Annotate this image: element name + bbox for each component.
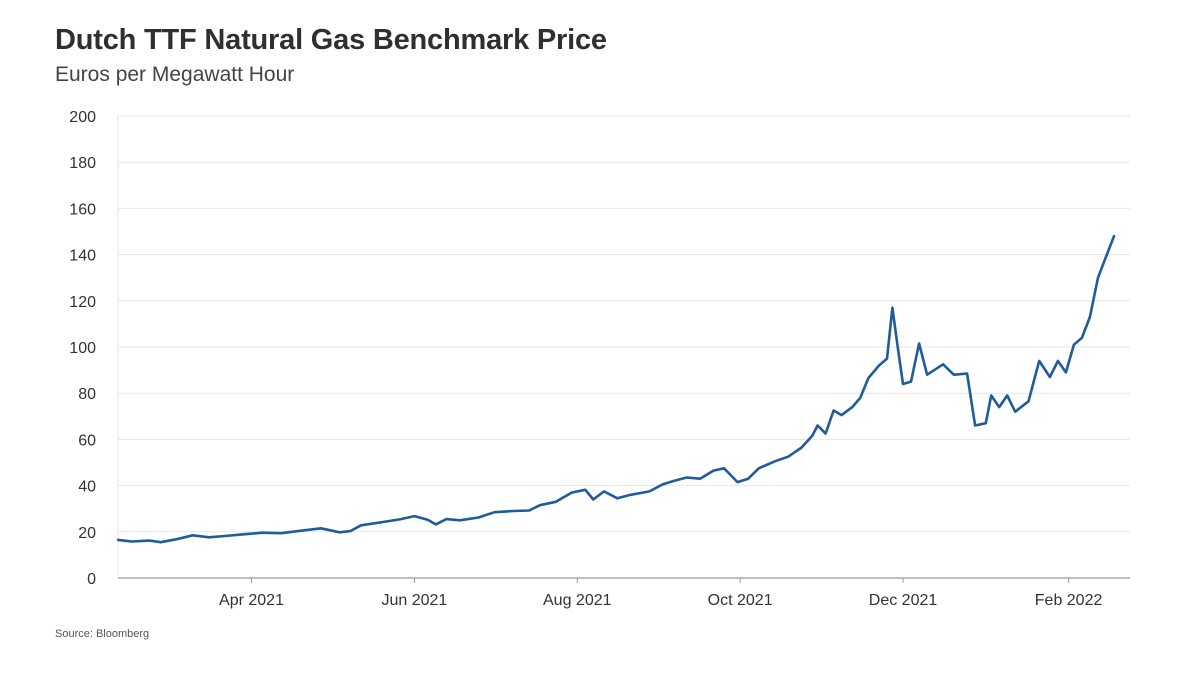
y-tick-label: 140 (69, 248, 96, 265)
y-tick-label: 200 (69, 109, 96, 126)
y-tick-label: 60 (78, 432, 96, 449)
x-tick-label: Dec 2021 (869, 592, 938, 609)
x-tick-label: Jun 2021 (381, 592, 447, 609)
chart-subtitle: Euros per Megawatt Hour (55, 63, 295, 86)
y-tick-label: 0 (87, 571, 96, 588)
y-tick-label: 80 (78, 386, 96, 403)
x-tick-label: Aug 2021 (543, 592, 612, 609)
x-tick-label: Feb 2022 (1035, 592, 1103, 609)
y-tick-label: 120 (69, 294, 96, 311)
y-tick-label: 20 (78, 525, 96, 542)
y-tick-label: 40 (78, 479, 96, 496)
source-note: Source: Bloomberg (55, 628, 150, 640)
chart-title: Dutch TTF Natural Gas Benchmark Price (55, 24, 607, 56)
grid-lines (117, 115, 1130, 579)
y-axis-ticks: 0 20 40 60 80 100 120 140 160 180 200 (69, 109, 96, 588)
x-tick-label: Apr 2021 (219, 592, 284, 609)
x-tick-label: Oct 2021 (708, 592, 773, 609)
series-line (116, 234, 1116, 544)
y-tick-label: 160 (69, 201, 96, 218)
y-tick-label: 100 (69, 340, 96, 357)
y-tick-label: 180 (69, 155, 96, 172)
x-axis-ticks: Apr 2021 Jun 2021 Aug 2021 Oct 2021 Dec 2021… (219, 578, 1102, 609)
